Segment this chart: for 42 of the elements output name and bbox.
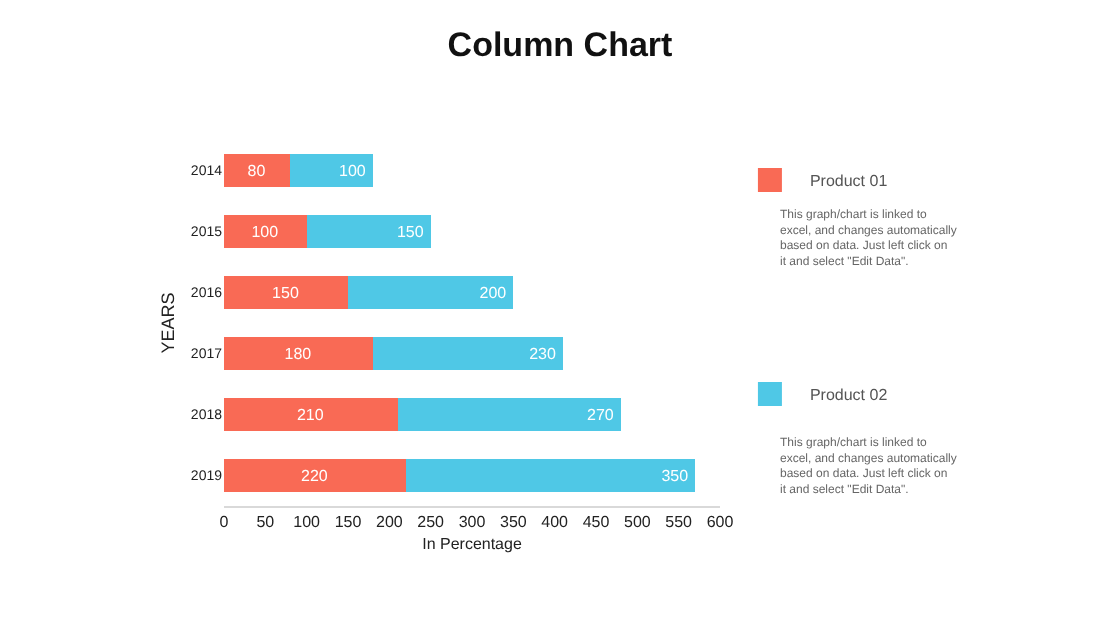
bar bbox=[224, 275, 348, 310]
legend-label: Product 02 bbox=[809, 386, 889, 405]
bar bbox=[224, 458, 406, 493]
data-label: 230 bbox=[529, 344, 557, 363]
bar bbox=[397, 397, 621, 432]
x-tick-label: 250 bbox=[417, 513, 446, 532]
chart-title: Column Chart bbox=[447, 25, 674, 64]
data-label: 80 bbox=[247, 161, 267, 180]
x-tick-label: 350 bbox=[499, 513, 528, 532]
x-tick-label: 500 bbox=[623, 513, 652, 532]
data-label: 100 bbox=[339, 161, 367, 180]
bar bbox=[224, 214, 307, 249]
data-label: 180 bbox=[284, 344, 313, 363]
bar bbox=[224, 397, 398, 432]
x-tick-label: 50 bbox=[256, 513, 276, 532]
bar bbox=[348, 275, 514, 310]
legend-label: Product 01 bbox=[809, 172, 889, 191]
x-tick-label: 200 bbox=[375, 513, 404, 532]
x-tick-label: 550 bbox=[665, 513, 694, 532]
x-tick-label: 0 bbox=[219, 513, 230, 532]
data-label: 150 bbox=[396, 222, 425, 241]
x-tick-label: 100 bbox=[293, 513, 322, 532]
bar bbox=[290, 153, 373, 188]
x-axis-title: In Percentage bbox=[422, 535, 523, 554]
data-label: 220 bbox=[301, 466, 329, 485]
data-label: 350 bbox=[661, 466, 690, 485]
bar bbox=[405, 458, 696, 493]
x-tick-label: 150 bbox=[334, 513, 363, 532]
data-label: 210 bbox=[296, 405, 325, 424]
bar bbox=[224, 153, 291, 188]
data-label: 150 bbox=[272, 283, 300, 302]
data-label: 100 bbox=[251, 222, 280, 241]
x-tick-label: 400 bbox=[541, 513, 570, 532]
data-label: 270 bbox=[587, 405, 615, 424]
y-axis-title: YEARS bbox=[157, 292, 178, 354]
bar bbox=[224, 336, 373, 371]
data-label: 200 bbox=[479, 283, 508, 302]
x-tick-label: 300 bbox=[458, 513, 487, 532]
bar bbox=[372, 336, 563, 371]
x-tick-label: 600 bbox=[706, 513, 735, 532]
bar bbox=[306, 214, 431, 249]
x-tick-label: 450 bbox=[582, 513, 611, 532]
